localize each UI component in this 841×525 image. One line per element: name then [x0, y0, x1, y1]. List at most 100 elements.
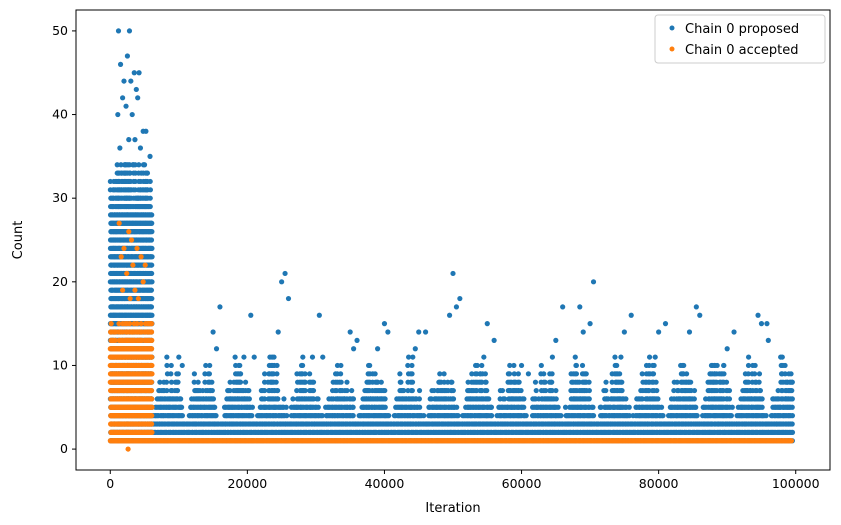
proposed-point	[174, 387, 181, 394]
proposed-point	[147, 153, 153, 159]
proposed-point	[573, 362, 580, 369]
proposed-point	[518, 387, 524, 394]
proposed-point	[619, 387, 625, 394]
proposed-point	[688, 379, 694, 385]
proposed-point	[417, 404, 423, 410]
proposed-point	[397, 371, 403, 377]
proposed-point	[136, 70, 142, 76]
proposed-point	[237, 371, 244, 377]
proposed-point	[164, 362, 170, 369]
proposed-point	[246, 387, 252, 394]
proposed-point	[457, 295, 463, 302]
proposed-point	[210, 329, 216, 335]
proposed-point	[653, 379, 659, 385]
proposed-point	[372, 371, 378, 377]
proposed-point	[416, 396, 422, 402]
proposed-point	[506, 371, 513, 377]
proposed-point	[782, 362, 788, 369]
proposed-point	[168, 379, 175, 385]
proposed-point	[382, 404, 388, 410]
proposed-point	[178, 396, 184, 402]
proposed-point	[310, 379, 317, 385]
plot-area	[75, 9, 831, 471]
proposed-point	[789, 379, 795, 385]
proposed-point	[273, 379, 279, 385]
proposed-point	[149, 262, 155, 268]
proposed-point	[203, 362, 209, 369]
proposed-point	[654, 387, 660, 394]
proposed-point	[149, 245, 155, 251]
proposed-point	[542, 379, 548, 385]
proposed-point	[618, 354, 624, 360]
proposed-point	[484, 321, 490, 327]
proposed-point	[347, 329, 353, 335]
proposed-point	[586, 379, 592, 385]
proposed-point	[349, 387, 355, 394]
proposed-point	[558, 413, 564, 419]
proposed-point	[285, 295, 292, 302]
proposed-point	[482, 371, 488, 377]
proposed-point	[416, 329, 422, 335]
proposed-point	[213, 346, 220, 352]
proposed-point	[338, 371, 344, 377]
proposed-point	[491, 337, 497, 343]
proposed-point	[114, 162, 120, 168]
proposed-point	[488, 404, 495, 410]
proposed-point	[344, 387, 350, 394]
proposed-point	[756, 379, 762, 385]
proposed-point	[282, 270, 288, 277]
proposed-point	[148, 287, 155, 293]
proposed-point	[126, 137, 132, 143]
proposed-point	[409, 379, 416, 385]
proposed-point	[553, 337, 559, 343]
proposed-point	[412, 346, 418, 352]
proposed-point	[560, 304, 566, 310]
proposed-point	[553, 387, 559, 394]
proposed-point	[660, 413, 666, 419]
proposed-point	[367, 362, 373, 369]
proposed-point	[549, 354, 555, 360]
proposed-point	[147, 178, 153, 185]
proposed-point	[612, 354, 618, 360]
proposed-point	[149, 254, 155, 260]
proposed-point	[133, 86, 139, 93]
proposed-point	[274, 371, 280, 377]
proposed-point	[275, 396, 281, 402]
proposed-point	[168, 371, 174, 377]
proposed-point	[549, 379, 555, 385]
proposed-point	[195, 379, 201, 385]
proposed-point	[441, 371, 447, 377]
proposed-point	[385, 329, 391, 335]
proposed-point	[691, 396, 697, 402]
proposed-point	[752, 371, 758, 377]
proposed-point	[168, 362, 174, 369]
proposed-point	[117, 61, 124, 67]
proposed-point	[378, 379, 384, 385]
proposed-point	[590, 279, 597, 285]
proposed-point	[309, 354, 316, 360]
proposed-point	[454, 404, 460, 410]
proposed-point	[149, 229, 155, 235]
proposed-point	[416, 387, 423, 394]
proposed-point	[681, 362, 687, 369]
proposed-point	[409, 371, 415, 377]
proposed-point	[206, 371, 213, 377]
proposed-point	[157, 379, 163, 385]
proposed-point	[789, 421, 795, 427]
proposed-point	[121, 78, 127, 84]
proposed-point	[728, 413, 734, 419]
proposed-point	[212, 404, 218, 410]
proposed-point	[300, 354, 306, 360]
proposed-point	[532, 379, 539, 385]
proposed-point	[729, 404, 735, 410]
proposed-point	[757, 387, 764, 394]
proposed-point	[251, 354, 257, 360]
proposed-point	[693, 404, 699, 410]
proposed-point	[149, 312, 155, 318]
proposed-point	[789, 404, 795, 410]
proposed-point	[486, 396, 492, 402]
proposed-point	[449, 379, 455, 385]
proposed-point	[284, 413, 290, 419]
proposed-point	[249, 404, 255, 410]
proposed-point	[489, 413, 495, 419]
